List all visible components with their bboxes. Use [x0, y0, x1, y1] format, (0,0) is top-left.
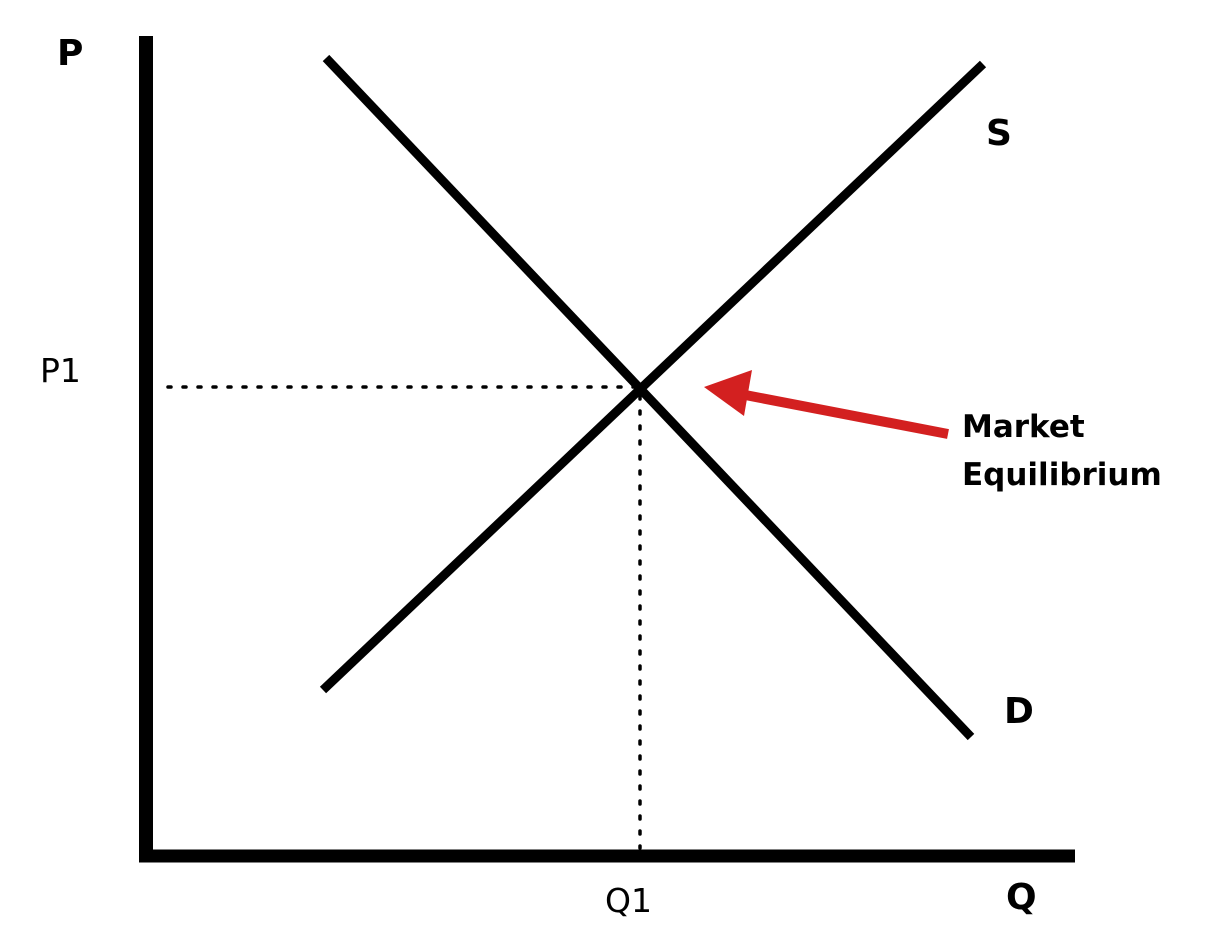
x-axis-label: Q [1006, 877, 1037, 918]
quantity-tick-label: Q1 [605, 881, 652, 920]
equilibrium-arrow-head [704, 370, 752, 416]
annotation-line-1: Market [962, 409, 1085, 445]
supply-curve-label: S [986, 113, 1012, 154]
supply-curve [319, 60, 987, 694]
demand-curve-label: D [1004, 691, 1034, 732]
equilibrium-arrow-shaft [739, 389, 949, 439]
market-equilibrium-annotation: Market Equilibrium [962, 403, 1162, 499]
y-axis-label: P [57, 33, 84, 74]
annotation-line-2: Equilibrium [962, 457, 1162, 493]
demand-curve [322, 54, 975, 741]
price-tick-label: P1 [40, 351, 81, 390]
